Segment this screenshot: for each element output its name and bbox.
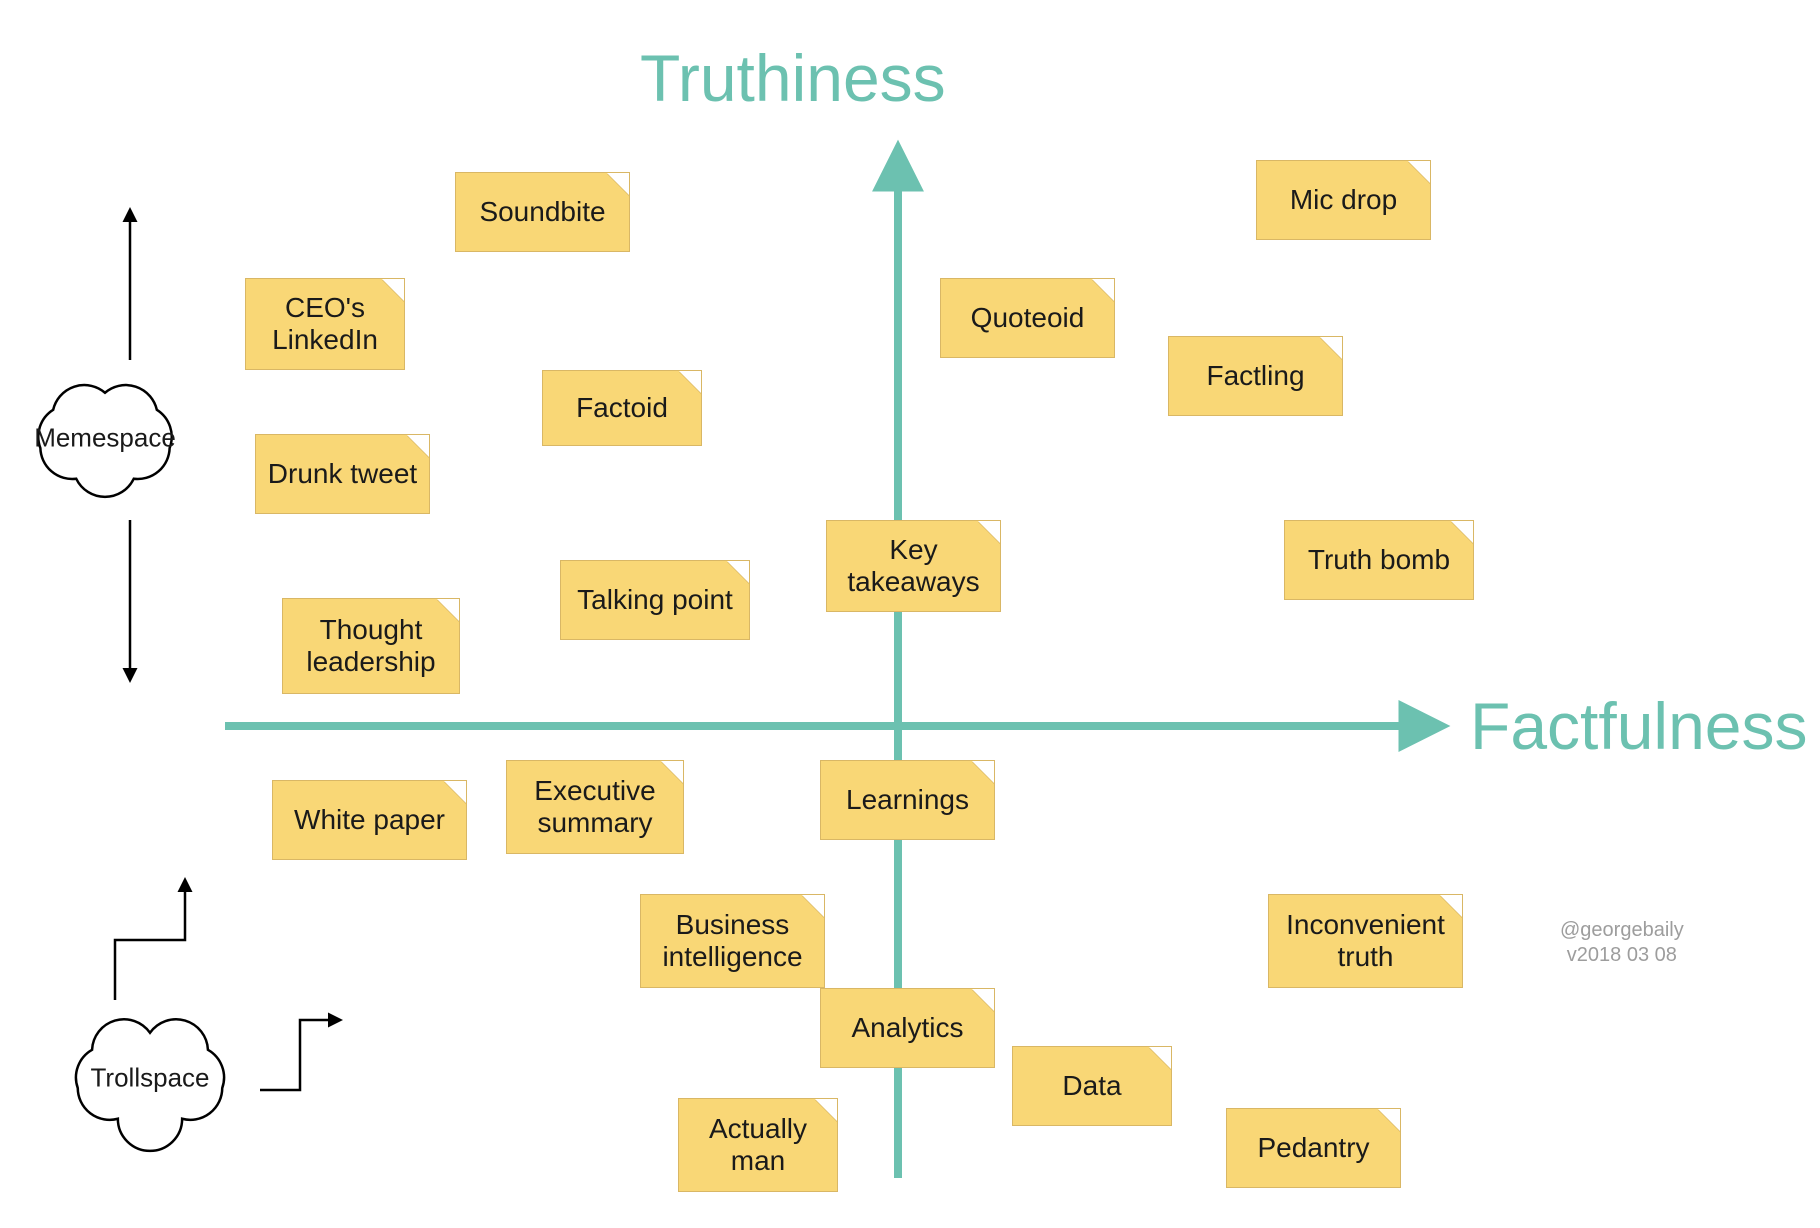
trollspace-arrow-up-icon (115, 880, 185, 1000)
credit-version: v2018 03 08 (1560, 943, 1684, 968)
diagram-canvas: TruthinessFactfulnessSoundbiteCEO's Link… (0, 0, 1820, 1228)
credit-handle: @georgebaily (1560, 918, 1684, 943)
trollspace-arrow-right-icon (260, 1020, 340, 1090)
cloud-svg (0, 0, 1820, 1228)
memespace-label: Memespace (34, 423, 176, 454)
credit-block: @georgebailyv2018 03 08 (1560, 918, 1684, 968)
trollspace-label: Trollspace (91, 1063, 210, 1094)
